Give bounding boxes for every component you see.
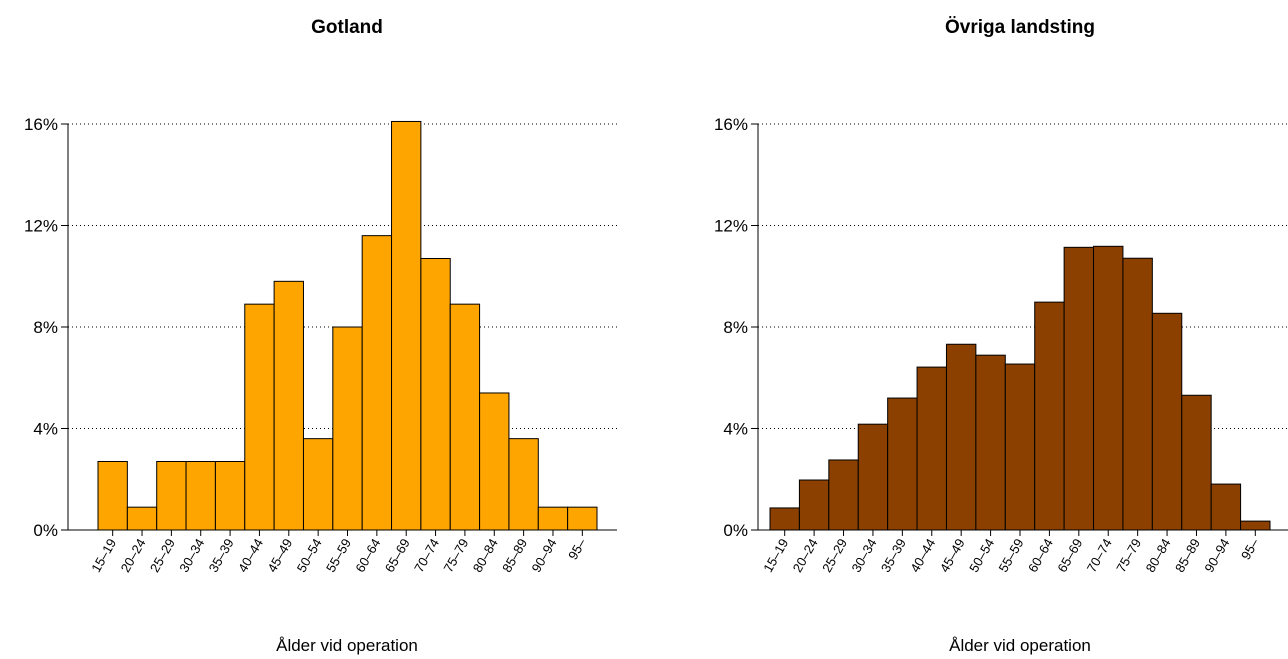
x-tick-label: 60–64 (1025, 536, 1056, 575)
bar (945, 343, 977, 531)
x-tick-label: 20–24 (118, 536, 149, 575)
x-tick-label: 60–64 (352, 536, 383, 575)
x-tick-label: 35–39 (206, 536, 237, 575)
x-tick-label: 25–29 (147, 536, 178, 575)
x-tick-label: 75–79 (1113, 536, 1144, 575)
x-tick-label: 55–59 (323, 536, 354, 575)
bar (887, 397, 918, 531)
x-tick-label: 90–94 (1201, 536, 1232, 575)
x-tick-label: 35–39 (878, 536, 909, 575)
x-axis-label: Ålder vid operation (949, 636, 1091, 655)
bar (332, 326, 363, 531)
x-tick-label: 85–89 (1172, 536, 1203, 575)
x-axis-label: Ålder vid operation (276, 636, 418, 655)
bar (1063, 246, 1095, 531)
y-tick-label: 12% (714, 217, 748, 236)
bar (537, 506, 569, 531)
bar (420, 257, 451, 531)
bar (156, 460, 187, 531)
bar (1210, 483, 1242, 531)
y-tick-label: 8% (33, 318, 58, 337)
bar (798, 479, 830, 531)
bar (1122, 257, 1153, 531)
bar (479, 392, 510, 531)
bar (1240, 520, 1271, 531)
bar (214, 460, 246, 531)
bar (391, 120, 422, 531)
bar (361, 235, 393, 531)
bar (1004, 363, 1036, 531)
x-tick-label: 70–74 (411, 536, 442, 575)
x-tick-label: 15–19 (760, 536, 791, 575)
bar (449, 303, 481, 531)
x-tick-label: 20–24 (790, 536, 821, 575)
x-tick-label: 50–54 (966, 536, 997, 575)
x-tick-label: 55–59 (996, 536, 1027, 575)
bar (769, 507, 800, 531)
y-tick-label: 4% (723, 420, 748, 439)
bar (975, 354, 1006, 531)
bar (916, 366, 947, 531)
chart-title: Gotland (311, 17, 383, 38)
bar (567, 506, 598, 531)
x-tick-label: 80–84 (470, 536, 501, 575)
y-tick-label: 16% (24, 115, 58, 134)
x-tick-label: 80–84 (1143, 536, 1174, 575)
x-tick-label: 75–79 (440, 536, 471, 575)
x-tick-label: 30–34 (848, 536, 879, 575)
x-tick-label: 95– (1238, 535, 1262, 562)
x-tick-label: 45–49 (937, 536, 968, 575)
bar (828, 459, 859, 531)
bar (126, 506, 158, 531)
x-tick-label: 25–29 (819, 536, 850, 575)
x-tick-label: 65–69 (382, 536, 413, 575)
x-tick-label: 95– (565, 535, 589, 562)
y-tick-label: 0% (723, 521, 748, 540)
x-tick-label: 40–44 (235, 536, 266, 575)
x-tick-label: 50–54 (294, 536, 325, 575)
y-tick-label: 12% (24, 217, 58, 236)
y-tick-label: 0% (33, 521, 58, 540)
x-tick-label: 90–94 (529, 536, 560, 575)
bar (97, 460, 128, 531)
y-tick-label: 4% (33, 420, 58, 439)
x-tick-label: 15–19 (88, 536, 119, 575)
bar (1151, 312, 1183, 531)
bar (273, 280, 304, 531)
x-tick-label: 85–89 (499, 536, 530, 575)
bar (508, 438, 539, 531)
bar (302, 438, 334, 531)
bar (244, 303, 275, 531)
y-tick-label: 8% (723, 318, 748, 337)
chart-title: Övriga landsting (945, 17, 1095, 38)
x-tick-label: 65–69 (1054, 536, 1085, 575)
bar (857, 423, 889, 531)
x-tick-label: 30–34 (176, 536, 207, 575)
bar (1034, 301, 1065, 531)
y-tick-label: 16% (714, 115, 748, 134)
x-tick-label: 70–74 (1084, 536, 1115, 575)
bar (1093, 245, 1124, 531)
bar (185, 460, 216, 531)
x-tick-label: 40–44 (907, 536, 938, 575)
x-tick-label: 45–49 (264, 536, 295, 575)
bar (1181, 394, 1212, 531)
